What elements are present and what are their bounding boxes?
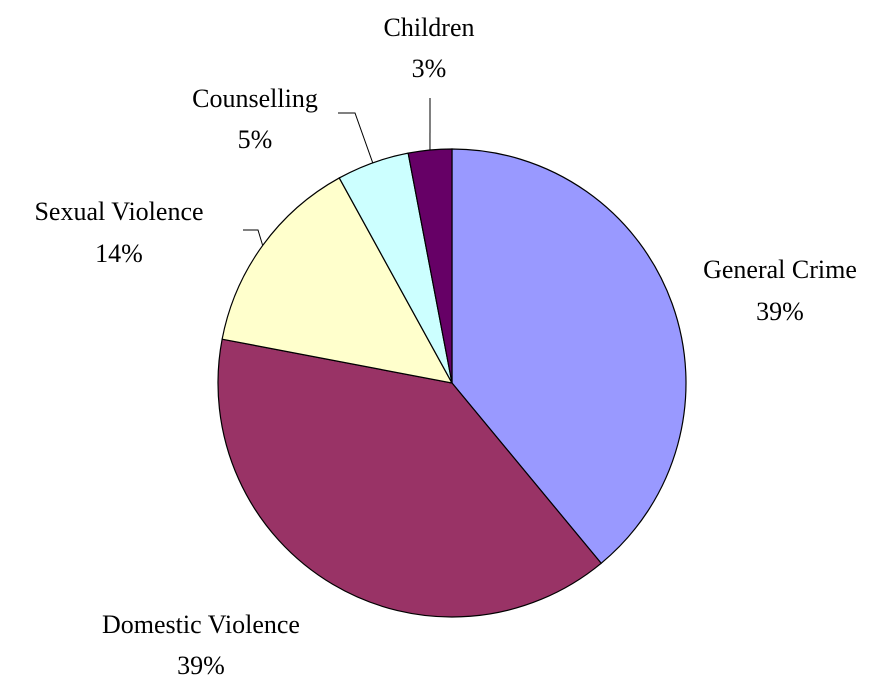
slice-label-counselling: Counselling [192, 84, 318, 113]
pie-slices [218, 149, 686, 617]
slice-percent-sexual-violence: 14% [95, 239, 143, 268]
slice-percent-counselling: 5% [238, 125, 273, 154]
slice-percent-domestic-violence: 39% [177, 651, 225, 680]
slice-label-domestic-violence: Domestic Violence [102, 610, 300, 639]
leader-line-counselling [338, 113, 373, 163]
slice-percent-general-crime: 39% [756, 297, 804, 326]
slice-label-general-crime: General Crime [703, 255, 857, 284]
slice-label-children: Children [384, 13, 475, 42]
leader-line-sexual-violence [243, 230, 263, 245]
slice-percent-children: 3% [412, 54, 447, 83]
slice-label-sexual-violence: Sexual Violence [34, 197, 203, 226]
